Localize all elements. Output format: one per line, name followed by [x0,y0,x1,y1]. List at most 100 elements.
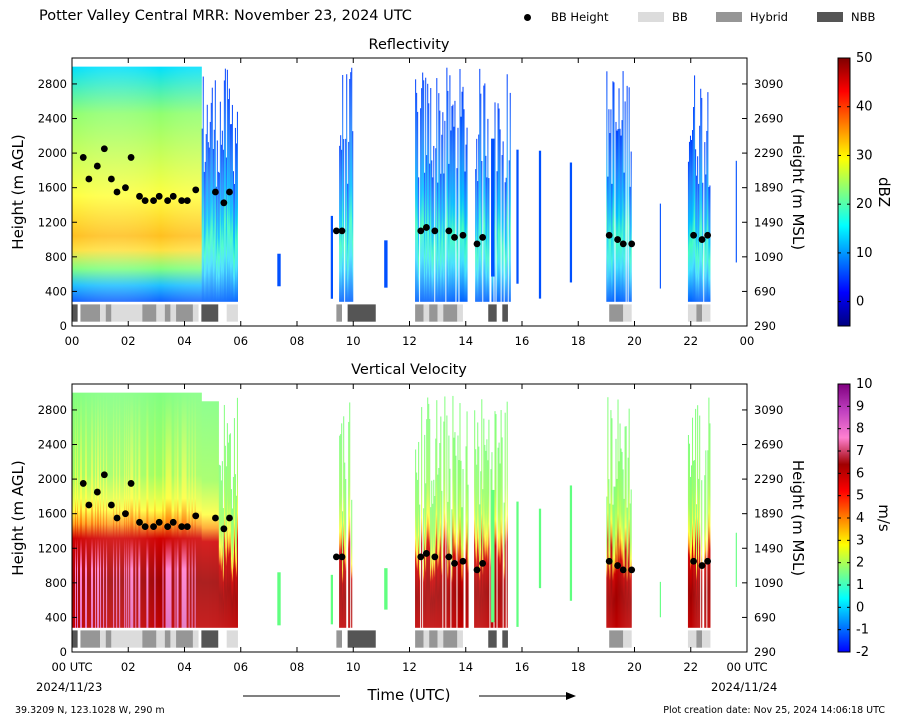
precip-column [207,142,209,302]
bb-height-point [704,231,712,239]
bb-height-point [164,197,172,205]
precip-column [123,392,125,628]
precip-column [164,66,166,302]
precip-column [498,108,500,302]
precip-column [93,66,95,302]
y-tick-label-left: 2000 [38,472,67,486]
y-tick-label-left: 2800 [38,77,67,91]
precip-column [106,392,108,628]
precip-column [224,445,226,628]
precip-column [227,442,229,628]
y-tick-label-left: 2000 [38,146,67,160]
x-tick-label: 04 [177,334,192,348]
precip-column [203,171,205,302]
precip-column [423,508,425,628]
precip-column [351,499,353,628]
precip-column [82,66,84,302]
precip-column [231,104,233,302]
bb-height-point [178,523,186,531]
precip-column [339,435,341,628]
melting-layer-bar-nbb [502,304,508,322]
precip-column [481,399,483,628]
precip-column [222,508,224,628]
y-axis-label-agl-top: Height (m AGL) [9,134,27,250]
bb-swatch [638,12,664,22]
precip-column [220,144,222,302]
precip-column [75,66,77,302]
precip-column [444,120,446,302]
precip-column [437,474,439,628]
precip-column [340,135,342,302]
precip-column [126,392,128,628]
y-tick-label-left: 2800 [38,403,67,417]
precip-column [94,66,96,302]
precip-column [213,129,215,302]
precip-column [691,465,693,628]
precip-column [168,66,170,302]
precip-column [150,66,152,302]
precip-column [102,392,104,628]
precip-column [130,66,132,302]
legend-item-bb-height: BB Height [524,10,608,24]
precip-column [151,392,153,628]
precip-column [423,80,425,302]
precip-column [161,392,163,628]
bb-height-point [79,480,87,487]
precip-column [86,66,88,302]
precip-column [201,128,203,302]
precip-column [125,66,127,302]
bb-height-point [698,236,706,243]
precip-column [709,185,711,302]
precip-column [106,66,108,302]
precip-column [79,66,81,302]
bb-height-point [113,514,121,522]
precip-column [221,461,223,628]
bb-height-point [619,566,627,574]
precip-streak [538,508,542,589]
precip-column [158,392,160,628]
precip-column [147,392,149,628]
precip-column [127,66,129,302]
bb-height-point [107,175,115,183]
melting-layer-bar-nbb [201,630,219,648]
precip-column [618,88,620,302]
precip-column [208,401,210,628]
bb-height-point [150,197,157,205]
precip-column [173,392,175,628]
precip-column [72,66,74,302]
precip-column [177,392,179,628]
precip-column [621,451,623,628]
precip-column [416,472,418,628]
melting-layer-bar-hybrid [696,304,702,322]
precip-column [610,109,612,302]
precip-column [90,66,92,302]
precip-column [110,392,112,628]
precip-column [228,434,230,628]
colorbar-tick-label: 30 [856,148,873,163]
precip-column [195,66,197,302]
precip-column [346,74,348,302]
precip-column [131,66,133,302]
precip-column [118,66,120,302]
plot-area-reflectivity [71,57,851,327]
precip-column [193,66,195,302]
precip-column [97,392,99,628]
precip-column [72,392,74,628]
precip-column [77,392,79,628]
colorbar-tick-label: 10 [856,377,873,392]
precip-column [613,82,615,302]
bb-height-point [155,192,163,200]
precip-column [98,66,100,302]
precip-column [443,173,445,302]
bb-height-point [338,553,346,561]
precip-column [706,130,708,302]
colorbar-tick-label: 40 [856,100,873,115]
precip-column [610,410,612,628]
y-tick-label-left: 1200 [38,541,67,555]
precip-column [451,106,453,302]
precip-column [699,415,701,628]
precip-column [211,401,213,628]
y-axis-label-msl-top: Height (m MSL) [789,133,807,251]
precip-column [137,66,139,302]
precip-column [204,161,206,302]
